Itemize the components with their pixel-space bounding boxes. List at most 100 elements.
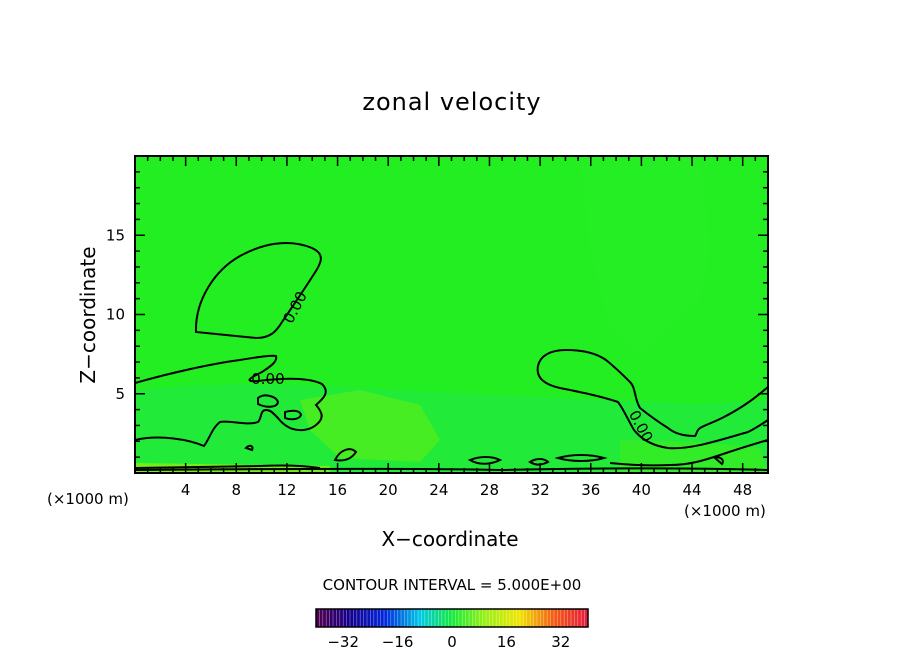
colorbar-cells [316,609,589,627]
colorbar-cell [509,609,514,627]
colorbar-tick-label: 32 [551,633,570,651]
colorbar-cell [479,609,484,627]
chart-title: zonal velocity [362,88,542,116]
contour-islet-6 [713,456,724,466]
y-tick-label: 15 [106,226,125,244]
contour-islet-3 [528,458,550,466]
colorbar-frame [315,608,589,628]
colorbar-cell [554,609,558,627]
contour-interval-text: CONTOUR INTERVAL = 5.000E+00 [322,576,582,594]
colorbar-cell [329,609,334,627]
colorbar-cell [421,609,426,627]
colorbar-cell [564,609,569,627]
colorbar-cell [503,609,507,627]
colorbar-cell [394,609,399,627]
colorbar-cell [404,609,409,627]
velocity-field [135,156,768,473]
colorbar-cell [387,609,392,627]
colorbar-cell [411,609,416,627]
colorbar-tick-label: −32 [327,633,359,651]
colorbar-cell [322,609,327,627]
colorbar-cell [472,609,477,627]
colorbar-cell [343,609,348,627]
colorbar-cell [458,609,463,627]
colorbar-cell [353,609,358,627]
colorbar: −32 −16 0 16 32 [315,608,589,651]
colorbar-tick-label: 16 [497,633,516,651]
colorbar-tick-label: 0 [447,633,457,651]
contour-label: 0.00 [251,370,284,388]
contour-surface-line [135,467,768,472]
colorbar-cell [581,609,586,627]
colorbar-cell [523,609,528,627]
contour-islet-1 [333,448,358,462]
colorbar-cell [438,609,443,627]
colorbar-cell [407,609,412,627]
colorbar-cell [316,609,320,627]
x-tick-label: 8 [232,481,242,499]
colorbar-cell [418,609,422,627]
colorbar-cell [577,609,582,627]
colorbar-cell [363,609,368,627]
colorbar-cell [560,609,565,627]
colorbar-cell [482,609,487,627]
x-tick-label: 44 [682,481,701,499]
contour-islet-5 [244,444,254,452]
colorbar-cell [377,609,382,627]
colorbar-cell [465,609,470,627]
contour-left-layer [135,354,327,448]
x-tick-label: 36 [581,481,600,499]
colorbar-cell [520,609,524,627]
colorbar-cell [550,609,555,627]
x-tick-label: 32 [531,481,550,499]
colorbar-cell [462,609,467,627]
colorbar-cell [533,609,538,627]
colorbar-cell [424,609,429,627]
contour-islet-4 [554,454,608,462]
x-tick-label: 4 [181,481,191,499]
colorbar-cell [537,609,541,627]
contour-small-loop-2 [284,409,303,421]
colorbar-cell [584,609,589,627]
x-tick-label: 16 [328,481,347,499]
colorbar-cell [414,609,419,627]
y-axis: 5 10 15 [106,171,768,458]
contour-right-layer [536,348,768,450]
x-unit-left: (×1000 m) [47,490,129,508]
contour-islet-2 [467,456,503,465]
colorbar-cell [356,609,361,627]
colorbar-cell [445,609,450,627]
x-tick-label: 24 [429,481,448,499]
colorbar-cell [373,609,378,627]
colorbar-cell [346,609,351,627]
colorbar-cell [513,609,518,627]
x-tick-label: 20 [379,481,398,499]
colorbar-cell [350,609,354,627]
colorbar-cell [574,609,579,627]
colorbar-cell [492,609,497,627]
colorbar-cell [455,609,460,627]
colorbar-cell [336,609,341,627]
colorbar-cell [486,609,490,627]
colorbar-cell [530,609,535,627]
x-unit-right: (×1000 m) [684,502,766,520]
colorbar-cell [384,609,388,627]
colorbar-cell [452,609,456,627]
contour-bottom-left [135,464,321,469]
x-tick-label: 12 [277,481,296,499]
colorbar-cell [547,609,552,627]
colorbar-cell [390,609,395,627]
colorbar-cell [435,609,439,627]
colorbar-cell [333,609,337,627]
contour-lines [135,241,768,472]
colorbar-cell [526,609,531,627]
colorbar-cell [506,609,511,627]
x-tick-label: 40 [632,481,651,499]
colorbar-cell [367,609,371,627]
colorbar-cell [499,609,504,627]
colorbar-cell [380,609,385,627]
colorbar-tick-label: −16 [382,633,414,651]
colorbar-cell [557,609,562,627]
colorbar-cell [319,609,324,627]
colorbar-cell [540,609,545,627]
